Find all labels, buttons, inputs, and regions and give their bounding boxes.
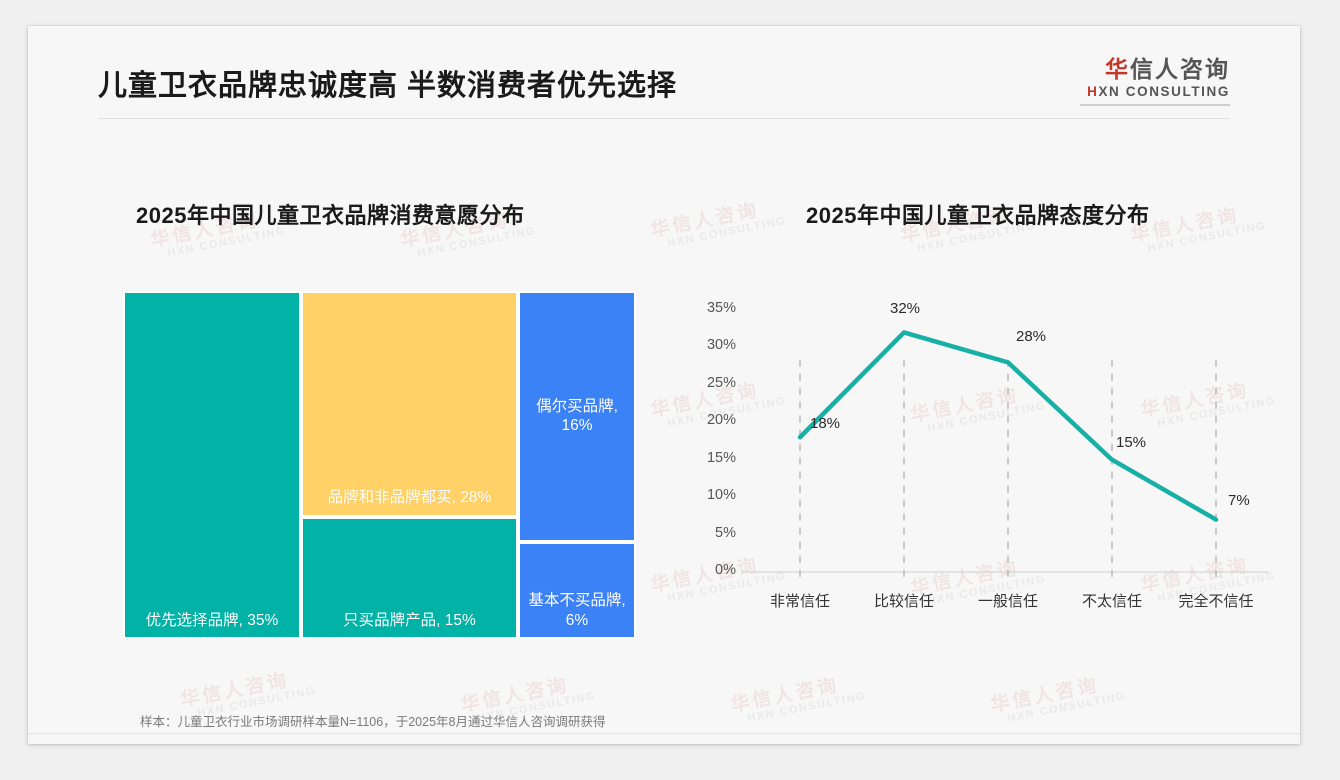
data-series-line[interactable] (797, 330, 1219, 522)
data-point-label: 32% (890, 300, 921, 318)
watermark-en: HXN CONSULTING (1146, 219, 1268, 255)
logo-cn-rest: 信人咨询 (1130, 56, 1230, 82)
y-axis-tick-label: 5% (715, 524, 736, 541)
treemap-cell-label: 优先选择品牌, 35% (145, 611, 279, 629)
watermark-cn: 华信人咨询 (988, 674, 1101, 717)
line-chart: 0% 5% 10% 15% 20% 25% 30% 35% 非常信任 比较信任 一般信任 不太信任 完全… (676, 288, 1296, 618)
treemap-cell-label: 只买品牌产品, 15% (343, 611, 476, 629)
y-axis-tick-label: 30% (706, 337, 736, 354)
x-axis-tick-label: 一般信任 (977, 593, 1038, 610)
watermark-en: HXN CONSULTING (666, 214, 788, 250)
y-axis-tick-label: 10% (706, 487, 736, 504)
right-chart-title: 2025年中国儿童卫衣品牌态度分布 (806, 203, 1150, 228)
slide-canvas: 华信人咨询 HXN CONSULTING 华信人咨询 HXN CONSULTING 华信… (28, 26, 1300, 744)
header-divider (98, 118, 1230, 119)
x-axis-tick-label: 比较信任 (873, 593, 934, 610)
watermark-cn: 华信人咨询 (648, 199, 761, 242)
treemap-cell[interactable]: 偶尔买品牌, 16% (518, 291, 636, 542)
y-axis-tick-label: 35% (706, 300, 736, 316)
watermark-cn: 华信人咨询 (458, 674, 571, 717)
x-axis-tick-label: 完全不信任 (1178, 593, 1254, 610)
treemap-cell[interactable]: 只买品牌产品, 15% (301, 516, 518, 639)
logo-en-highlight: H (1087, 84, 1099, 100)
data-point-label: 18% (810, 415, 841, 433)
treemap-cell-label: 基本不买品牌, 6% (528, 592, 626, 629)
y-axis-tick-label: 20% (706, 412, 736, 429)
watermark-en: HXN CONSULTING (416, 224, 538, 260)
logo-chinese-text: 华信人咨询 (1080, 56, 1230, 82)
y-axis-tick-label: 0% (715, 562, 736, 578)
line-chart-svg (742, 330, 1268, 578)
x-axis-tick-label: 非常信任 (769, 593, 830, 610)
logo-cn-highlight: 华 (1105, 56, 1130, 82)
watermark-en: HXN CONSULTING (746, 689, 868, 725)
data-point-label: 15% (1116, 433, 1147, 451)
left-chart-title: 2025年中国儿童卫衣品牌消费意愿分布 (136, 203, 525, 228)
company-logo: 华信人咨询 HXN CONSULTING (1080, 56, 1230, 107)
treemap-cell-label: 偶尔买品牌, 16% (536, 397, 618, 435)
page-title: 儿童卫衣品牌忠诚度高 半数消费者优先选择 (98, 70, 678, 102)
slide-header: 儿童卫衣品牌忠诚度高 半数消费者优先选择 华信人咨询 HXN CONSULTIN… (28, 26, 1300, 124)
logo-en-rest: XN CONSULTING (1098, 84, 1230, 100)
slide-footer: ©2025.10 HXR华信人咨询 www.hxrcon.com (28, 734, 1300, 744)
data-point-label: 7% (1228, 491, 1250, 509)
logo-english-text: HXN CONSULTING (1080, 84, 1230, 99)
watermark-cn: 华信人咨询 (178, 669, 291, 712)
treemap-cell[interactable]: 优先选择品牌, 35% (123, 291, 301, 639)
x-axis-tick-label: 不太信任 (1081, 593, 1142, 610)
watermark-cn: 华信人咨询 (728, 674, 841, 717)
y-axis-tick-label: 15% (706, 449, 736, 466)
treemap-chart: 优先选择品牌, 35% 品牌和非品牌都买, 28% 只买品牌产品, 15% 偶尔买品牌… (123, 291, 636, 639)
source-note: 样本：儿童卫衣行业市场调研样本量N=1106，于2025年8月通过华信人咨询调研… (140, 715, 606, 729)
data-point-label: 28% (1016, 328, 1047, 346)
watermark-en: HXN CONSULTING (166, 224, 288, 260)
logo-underline (1080, 104, 1230, 107)
footer-divider (28, 733, 1300, 734)
watermark-en: HXN CONSULTING (1006, 689, 1128, 725)
y-axis-tick-label: 25% (706, 374, 736, 391)
treemap-cell-label: 品牌和非品牌都买, 28% (327, 489, 492, 507)
treemap-cell[interactable]: 品牌和非品牌都买, 28% (301, 291, 518, 517)
treemap-cell[interactable]: 基本不买品牌, 6% (518, 541, 636, 639)
